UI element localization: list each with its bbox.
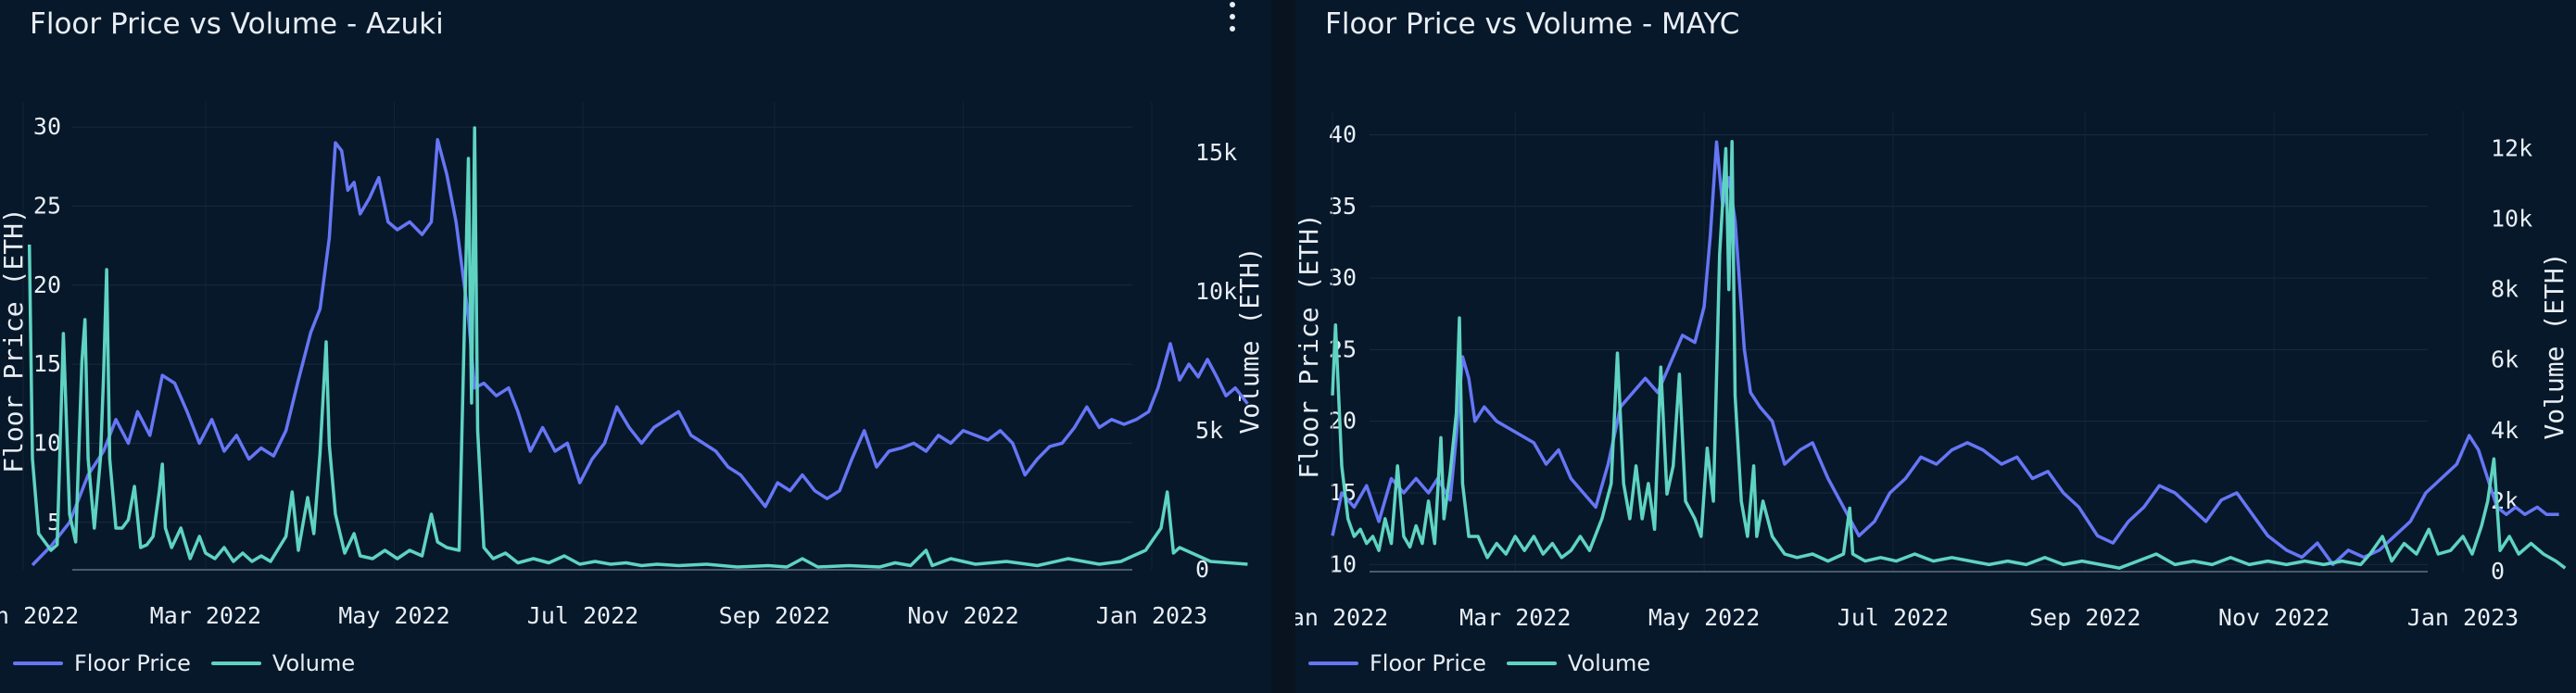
y-right-tick-label: 6k (2491, 346, 2519, 373)
legend-label-floor-price: Floor Price (1370, 650, 1486, 676)
legend-label-volume: Volume (1567, 650, 1651, 676)
legend-label-volume: Volume (271, 650, 356, 676)
y-left-axis-label: Floor Price (ETH) (1295, 213, 1324, 479)
y-right-axis-label: Volume (ETH) (1234, 246, 1265, 434)
x-tick-label: Jan 2022 (0, 602, 79, 629)
legend-item-volume[interactable]: Volume (210, 650, 356, 676)
y-right-axis-label: Volume (ETH) (2539, 252, 2570, 439)
y-right-tick-label: 8k (2491, 276, 2519, 303)
y-left-tick-label: 20 (33, 271, 61, 298)
x-tick-label: Sep 2022 (2029, 604, 2140, 631)
more-menu-icon[interactable] (1221, 0, 1244, 37)
chart-panel-azuki: Floor Price vs Volume - Azuki 5 10 15 20 25 3… (0, 0, 1271, 693)
y-left-axis-label: Floor Price (ETH) (0, 208, 29, 473)
y-left-tick-label: 35 (1329, 193, 1357, 220)
x-tick-label: May 2022 (338, 602, 449, 629)
x-tick-label: Jan 2023 (2407, 604, 2519, 631)
series-line-volume (27, 126, 1248, 569)
series-line-floor-price (31, 137, 1249, 567)
y-right-tick-label: 5k (1195, 417, 1223, 444)
y-right-tick-label: 0 (2491, 558, 2505, 585)
y-left-tick-label: 40 (1329, 120, 1357, 147)
y-right-tick-label: 15k (1195, 139, 1237, 166)
legend-item-volume[interactable]: Volume (1506, 650, 1651, 676)
series-line-volume (1331, 140, 2567, 570)
legend-label-floor-price: Floor Price (74, 650, 191, 676)
x-tick-label: Jul 2022 (527, 602, 638, 629)
x-tick-label: May 2022 (1648, 604, 1760, 631)
x-tick-label: Jan 2022 (1295, 604, 1388, 631)
y-right-tick-label: 10k (2491, 206, 2532, 233)
x-tick-label: Nov 2022 (907, 602, 1018, 629)
panel-divider (1271, 0, 1295, 693)
x-tick-label: Jan 2023 (1096, 602, 1207, 629)
legend: Floor Price Volume (13, 650, 375, 676)
y-left-tick-label: 30 (1329, 264, 1357, 291)
y-left-tick-label: 15 (33, 350, 61, 377)
legend: Floor Price Volume (1308, 650, 1671, 676)
x-tick-label: Mar 2022 (1459, 604, 1571, 631)
x-tick-label: Mar 2022 (150, 602, 261, 629)
y-left-tick-label: 30 (33, 113, 61, 140)
y-right-tick-label: 10k (1195, 278, 1237, 305)
chart-panel-mayc: Floor Price vs Volume - MAYC 10 15 20 25 30 3… (1295, 0, 2576, 693)
x-tick-label: Jul 2022 (1837, 604, 1949, 631)
y-left-tick-label: 10 (1329, 550, 1357, 577)
y-right-tick-label: 0 (1195, 556, 1209, 583)
x-tick-label: Sep 2022 (719, 602, 830, 629)
y-right-tick-label: 4k (2491, 417, 2519, 444)
y-left-tick-label: 25 (33, 192, 61, 219)
y-left-tick-label: 20 (1329, 408, 1357, 435)
legend-item-floor-price[interactable]: Floor Price (1308, 650, 1486, 676)
x-tick-label: Nov 2022 (2218, 604, 2330, 631)
series-line-floor-price (1331, 140, 2559, 567)
y-left-tick-label: 10 (33, 429, 61, 456)
y-right-tick-label: 12k (2491, 134, 2532, 161)
legend-item-floor-price[interactable]: Floor Price (13, 650, 191, 676)
chart-title: Floor Price vs Volume - Azuki (30, 7, 444, 41)
chart-title: Floor Price vs Volume - MAYC (1325, 7, 1740, 41)
